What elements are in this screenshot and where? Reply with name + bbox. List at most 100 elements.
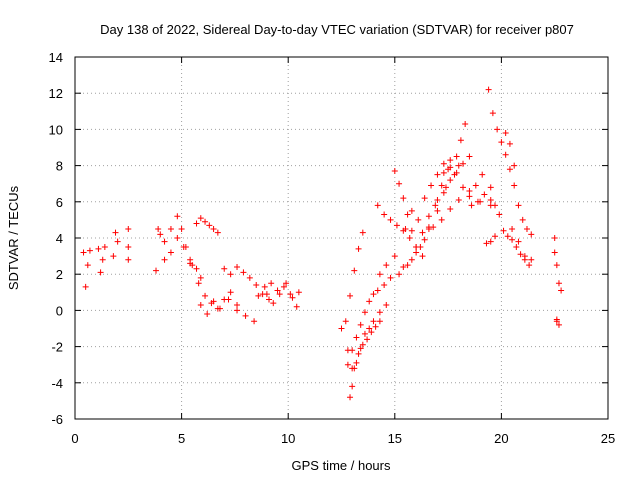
data-point <box>202 292 209 299</box>
data-point <box>283 280 290 287</box>
data-point <box>95 245 102 252</box>
data-point <box>242 312 249 319</box>
data-point <box>155 225 162 232</box>
data-point <box>502 130 509 137</box>
data-point <box>359 341 366 348</box>
data-point <box>447 206 454 213</box>
series-s1 <box>80 247 93 290</box>
data-point <box>396 180 403 187</box>
data-point <box>425 213 432 220</box>
data-point <box>376 309 383 316</box>
data-point <box>440 160 447 167</box>
data-point <box>210 298 217 305</box>
plot-frame <box>74 56 609 420</box>
data-point <box>295 289 302 296</box>
data-point <box>513 244 520 251</box>
data-point <box>366 325 373 332</box>
data-point <box>466 153 473 160</box>
data-point <box>364 336 371 343</box>
data-point <box>197 274 204 281</box>
data-point <box>357 321 364 328</box>
chart-title: Day 138 of 2022, Sidereal Day-to-day VTE… <box>100 22 574 37</box>
data-point <box>408 256 415 263</box>
data-point <box>263 291 270 298</box>
grid <box>75 57 608 419</box>
x-tick-label: 25 <box>601 431 615 446</box>
data-point <box>515 238 522 245</box>
data-point <box>355 245 362 252</box>
data-point <box>404 211 411 218</box>
data-point <box>349 347 356 354</box>
axis-ticks <box>74 56 609 420</box>
data-point <box>498 139 505 146</box>
data-point <box>189 262 196 269</box>
data-point <box>351 365 358 372</box>
series-s22 <box>485 86 492 93</box>
y-tick-label: 4 <box>56 231 63 246</box>
series-s13 <box>347 318 383 401</box>
data-point <box>342 318 349 325</box>
data-point <box>506 166 513 173</box>
data-point <box>521 253 528 260</box>
data-point <box>500 227 507 234</box>
data-point <box>125 256 132 263</box>
data-point <box>221 265 228 272</box>
y-tick-label: 6 <box>56 195 63 210</box>
data-point <box>366 298 373 305</box>
series-s15 <box>342 229 366 325</box>
data-point <box>466 193 473 200</box>
data-point <box>509 236 516 243</box>
data-point <box>157 231 164 238</box>
data-point <box>413 249 420 256</box>
x-tick-label: 15 <box>388 431 402 446</box>
series-s8 <box>197 296 241 318</box>
data-point <box>161 238 168 245</box>
data-point <box>509 225 516 232</box>
data-point <box>227 289 234 296</box>
data-point <box>460 184 467 191</box>
data-point <box>553 318 560 325</box>
data-point <box>280 283 287 290</box>
series-s6 <box>189 262 258 325</box>
data-point <box>447 177 454 184</box>
x-axis-label: GPS time / hours <box>292 458 391 473</box>
data-point <box>234 263 241 270</box>
data-point <box>400 263 407 270</box>
series-s29 <box>551 235 562 328</box>
data-point <box>376 318 383 325</box>
data-point <box>197 215 204 222</box>
y-tick-label: -2 <box>51 340 63 355</box>
data-point <box>553 262 560 269</box>
data-point <box>494 126 501 133</box>
data-point <box>396 271 403 278</box>
data-point <box>97 269 104 276</box>
y-tick-label: 0 <box>56 303 63 318</box>
data-point <box>353 334 360 341</box>
data-point <box>351 267 358 274</box>
data-point <box>347 292 354 299</box>
data-point <box>289 294 296 301</box>
x-tick-label: 20 <box>494 431 508 446</box>
data-point <box>153 267 160 274</box>
data-point <box>408 227 415 234</box>
data-point <box>214 229 221 236</box>
data-point <box>462 120 469 127</box>
data-point <box>408 207 415 214</box>
y-tick-label: -4 <box>51 376 63 391</box>
data-point <box>460 160 467 167</box>
data-point <box>227 271 234 278</box>
data-point <box>487 238 494 245</box>
data-point <box>368 329 375 336</box>
data-point <box>234 301 241 308</box>
y-tick-label: 2 <box>56 267 63 282</box>
data-point <box>485 86 492 93</box>
data-point <box>338 325 345 332</box>
data-point <box>287 291 294 298</box>
data-point <box>225 296 232 303</box>
data-point <box>526 262 533 269</box>
data-point <box>180 244 187 251</box>
data-point <box>440 189 447 196</box>
series-s21 <box>468 191 494 209</box>
data-point <box>206 222 213 229</box>
data-point <box>472 182 479 189</box>
